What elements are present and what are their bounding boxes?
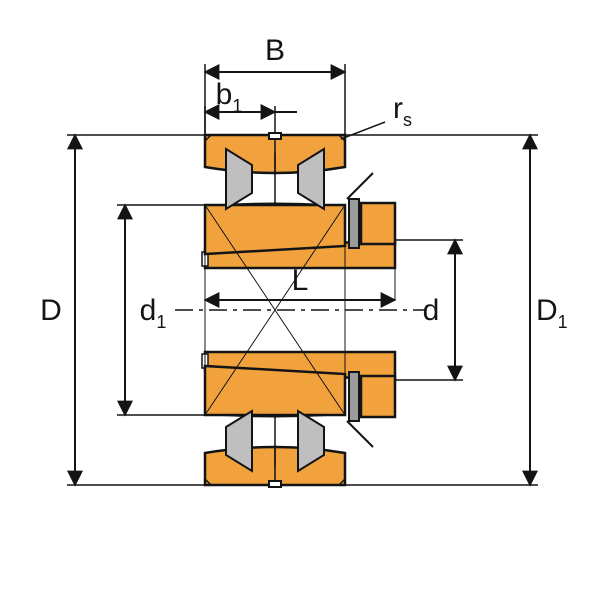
svg-text:D1: D1 <box>536 294 568 332</box>
svg-text:L: L <box>292 264 309 297</box>
svg-text:D: D <box>40 294 62 327</box>
bearing-section-diagram: Bb1 rs Dd1 Ld D1 <box>40 34 568 487</box>
svg-text:d1: d1 <box>140 294 167 332</box>
svg-text:B: B <box>265 34 285 67</box>
svg-text:rs: rs <box>393 92 412 130</box>
svg-text:b1: b1 <box>216 78 243 116</box>
svg-text:d: d <box>423 294 440 327</box>
